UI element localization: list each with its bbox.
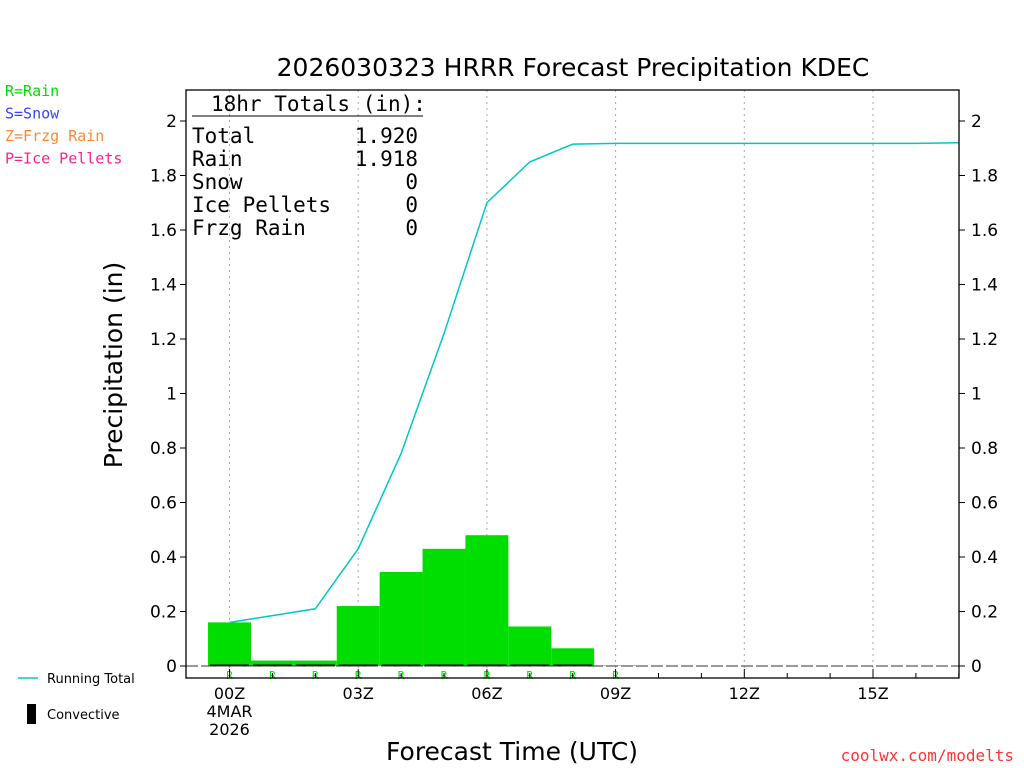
y-tick-label-right-5: 1 bbox=[971, 385, 982, 405]
convective-bar-1 bbox=[252, 664, 292, 667]
convective-bars bbox=[210, 664, 593, 667]
y-tick-label-right-4: 0.8 bbox=[971, 439, 998, 459]
convective-bar-8 bbox=[553, 664, 593, 667]
x-tick-label-3-0: 03Z bbox=[343, 684, 374, 703]
vertical-gridlines bbox=[229, 90, 874, 678]
right-y-axis: 0 0.2 0.4 0.6 0.8 1 1.2 1.4 1.6 1.8 2 bbox=[959, 112, 998, 677]
series-legend-label-1: Convective bbox=[47, 708, 120, 723]
type-legend-item-0: R=Rain bbox=[5, 82, 59, 100]
precip-bar-4 bbox=[379, 571, 423, 666]
convective-bar-0 bbox=[210, 664, 249, 667]
convective-bar-2 bbox=[295, 664, 335, 667]
running-total-line bbox=[229, 142, 959, 624]
totals-value-0: 1.920 bbox=[355, 124, 418, 148]
totals-value-1: 1.918 bbox=[355, 147, 418, 171]
y-tick-label-right-7: 1.4 bbox=[971, 276, 998, 296]
series-legend: Running Total Convective bbox=[18, 672, 135, 724]
y-tick-label-right-9: 1.8 bbox=[971, 167, 998, 187]
y-tick-label-right-0: 0 bbox=[971, 657, 982, 677]
convective-bar-7 bbox=[510, 664, 550, 667]
precip-bar-5 bbox=[422, 548, 466, 666]
precip-type-legend: R=Rain S=Snow Z=Frzg Rain P=Ice Pellets bbox=[5, 82, 122, 168]
y-tick-label-left-9: 1.8 bbox=[150, 167, 177, 187]
convective-bar-3 bbox=[338, 664, 378, 667]
y-tick-label-left-0: 0 bbox=[166, 657, 177, 677]
totals-label-0: Total bbox=[192, 124, 255, 148]
y-tick-label-right-2: 0.4 bbox=[971, 548, 998, 568]
y-tick-label-left-3: 0.6 bbox=[150, 494, 177, 514]
precip-type-codes: RRRRRRRRRR bbox=[226, 669, 619, 682]
totals-heading: 18hr Totals (in): bbox=[211, 92, 426, 116]
y-tick-label-right-10: 2 bbox=[971, 112, 982, 132]
precip-bar-1 bbox=[250, 660, 294, 666]
x-tick-label-9-0: 09Z bbox=[600, 684, 631, 703]
totals-value-2: 0 bbox=[405, 170, 418, 194]
series-legend-label-0: Running Total bbox=[47, 672, 135, 687]
plot-frame bbox=[185, 89, 960, 679]
type-legend-item-2: Z=Frzg Rain bbox=[5, 127, 104, 145]
y-tick-label-right-1: 0.2 bbox=[971, 603, 998, 623]
precip-bar-0 bbox=[208, 622, 251, 666]
y-tick-label-left-1: 0.2 bbox=[150, 603, 177, 623]
precip-bar-6 bbox=[465, 535, 509, 666]
y-tick-label-right-6: 1.2 bbox=[971, 330, 998, 350]
running-total-series bbox=[229, 142, 959, 624]
y-tick-label-left-8: 1.6 bbox=[150, 221, 177, 241]
y-tick-label-left-2: 0.4 bbox=[150, 548, 177, 568]
y-tick-label-right-3: 0.6 bbox=[971, 494, 998, 514]
convective-bar-4 bbox=[381, 664, 421, 667]
x-tick-label-0-2: 2026 bbox=[209, 720, 250, 739]
x-tick-label-15-0: 15Z bbox=[857, 684, 888, 703]
y-tick-label-left-4: 0.8 bbox=[150, 439, 177, 459]
convective-bar-5 bbox=[424, 664, 464, 667]
x-tick-label-0-1: 4MAR bbox=[206, 702, 252, 721]
y-tick-label-left-5: 1 bbox=[166, 385, 177, 405]
totals-label-4: Frzg Rain bbox=[192, 216, 306, 240]
y-tick-label-left-10: 2 bbox=[166, 112, 177, 132]
x-tick-label-6-0: 06Z bbox=[471, 684, 502, 703]
precip-bar-2 bbox=[293, 660, 337, 666]
y-tick-label-left-6: 1.2 bbox=[150, 330, 177, 350]
y-tick-label-left-7: 1.4 bbox=[150, 276, 177, 296]
totals-value-4: 0 bbox=[405, 216, 418, 240]
totals-box: 18hr Totals (in): Total 1.920 Rain 1.918 Snow… bbox=[192, 92, 426, 240]
credit-text: coolwx.com/modelts bbox=[841, 746, 1014, 765]
x-tick-label-12-0: 12Z bbox=[729, 684, 760, 703]
x-axis-label: Forecast Time (UTC) bbox=[386, 737, 638, 766]
y-tick-label-right-8: 1.6 bbox=[971, 221, 998, 241]
precip-bar-7 bbox=[508, 626, 552, 666]
legend-bar-swatch bbox=[27, 704, 36, 724]
type-legend-item-3: P=Ice Pellets bbox=[5, 150, 122, 168]
totals-label-1: Rain bbox=[192, 147, 243, 171]
convective-bar-6 bbox=[467, 664, 507, 667]
precip-bar-8 bbox=[551, 648, 595, 666]
totals-value-3: 0 bbox=[405, 193, 418, 217]
hourly-precip-bars bbox=[208, 535, 638, 667]
type-legend-item-1: S=Snow bbox=[5, 105, 60, 123]
y-axis-label: Precipitation (in) bbox=[99, 262, 128, 469]
precip-bar-3 bbox=[336, 606, 380, 666]
chart-title: 2026030323 HRRR Forecast Precipitation K… bbox=[277, 53, 870, 82]
x-tick-label-0-0: 00Z bbox=[214, 684, 245, 703]
totals-label-2: Snow bbox=[192, 170, 243, 194]
left-y-axis: 0 0.2 0.4 0.6 0.8 1 1.2 1.4 1.6 1.8 2 bbox=[150, 112, 186, 677]
totals-label-3: Ice Pellets bbox=[192, 193, 331, 217]
